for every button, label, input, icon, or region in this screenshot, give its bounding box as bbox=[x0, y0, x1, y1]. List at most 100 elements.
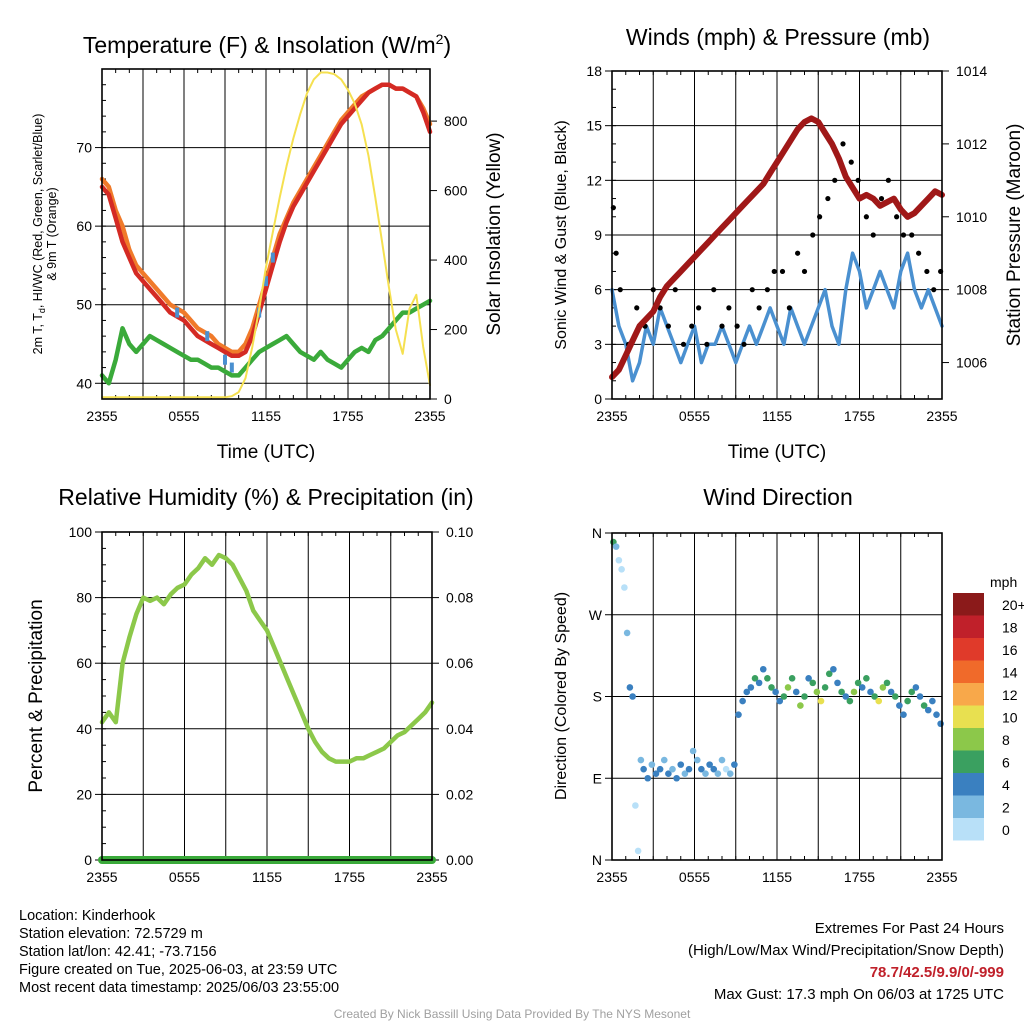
direction-point bbox=[842, 693, 850, 700]
winds-pressure-panel: 2355 0555 1155 1755 235503691215181006100810… bbox=[553, 24, 1024, 463]
y-tick-label: 0 bbox=[84, 852, 92, 868]
direction-point bbox=[784, 684, 792, 691]
direction-point bbox=[904, 697, 911, 705]
title-superscript: 2 bbox=[436, 31, 444, 47]
legend-swatch bbox=[953, 750, 984, 773]
humidity-precipitation-panel: 2355 0555 1155 1755 23550204060801000.000.02… bbox=[26, 484, 474, 885]
direction-point bbox=[809, 679, 817, 687]
direction-point bbox=[710, 765, 718, 773]
hi-wc-mark bbox=[264, 276, 268, 287]
direction-point bbox=[665, 770, 672, 778]
gust-point bbox=[711, 287, 717, 293]
gust-point bbox=[916, 250, 922, 256]
y-right-tick-label: 800 bbox=[444, 113, 468, 129]
y-right-tick-label: 1010 bbox=[956, 209, 987, 225]
gust-point bbox=[924, 268, 930, 275]
gust-point bbox=[931, 287, 937, 293]
direction-point bbox=[813, 688, 821, 696]
y-right-tick-label: 0.02 bbox=[446, 786, 473, 802]
direction-point bbox=[623, 629, 631, 637]
y-right-tick-label: 0.08 bbox=[446, 590, 473, 606]
x-tick-label: 1155 bbox=[251, 408, 281, 424]
x-tick-label: 0555 bbox=[169, 869, 200, 885]
gust-point bbox=[795, 250, 801, 256]
legend-label: 12 bbox=[1002, 687, 1018, 703]
series-line-pressure bbox=[609, 115, 945, 381]
legend-label: 4 bbox=[1002, 777, 1010, 793]
gust-point bbox=[680, 341, 687, 347]
recent-data-timestamp: Most recent data timestamp: 2025/06/03 2… bbox=[19, 980, 340, 996]
chart-title: Wind Direction bbox=[703, 484, 853, 510]
y-tick-label: 6 bbox=[594, 282, 602, 298]
gust-point bbox=[810, 232, 816, 238]
y-tick-label: 18 bbox=[586, 63, 602, 79]
legend-swatch bbox=[953, 593, 984, 616]
y-right-tick-label: 0.06 bbox=[446, 655, 473, 671]
y-right-axis-label: Solar Insolation (Yellow) bbox=[484, 132, 505, 335]
direction-point bbox=[896, 702, 903, 709]
x-tick-label: 1155 bbox=[762, 408, 792, 424]
x-tick-label: 1155 bbox=[252, 869, 282, 885]
legend-swatch bbox=[953, 773, 984, 796]
direction-point bbox=[685, 765, 693, 773]
temperature-insolation-panel: 2355 0555 1155 1755 2355 40 50 60 70 0 200 400 600 80… bbox=[31, 31, 505, 463]
direction-point bbox=[652, 770, 660, 778]
direction-point bbox=[830, 665, 837, 673]
x-tick-label: 2355 bbox=[926, 869, 957, 885]
direction-point bbox=[887, 688, 895, 696]
gust-point bbox=[832, 177, 838, 183]
gust-point bbox=[719, 323, 725, 329]
extremes-subtitle: (High/Low/Max Wind/Precipitation/Snow De… bbox=[688, 942, 1004, 959]
y-tick-label: 60 bbox=[76, 218, 92, 234]
direction-point bbox=[871, 693, 878, 700]
direction-point bbox=[933, 711, 940, 718]
gust-point bbox=[848, 159, 854, 165]
direction-point bbox=[825, 670, 833, 678]
direction-point bbox=[677, 761, 685, 768]
gust-point bbox=[704, 341, 710, 347]
y-right-tick-label: 0.00 bbox=[446, 852, 473, 868]
y-tick-label: 60 bbox=[76, 655, 92, 671]
x-tick-label: 2355 bbox=[86, 408, 117, 424]
chart-title: Temperature (F) & Insolation (W/m2) bbox=[83, 31, 451, 58]
direction-point bbox=[618, 566, 625, 573]
direction-point bbox=[838, 688, 845, 696]
gust-point bbox=[617, 287, 623, 293]
direction-point bbox=[621, 584, 628, 591]
y-tick-label: 0 bbox=[594, 391, 602, 407]
legend-label: 0 bbox=[1002, 822, 1010, 838]
y-axis-label: Direction (Colored By Speed) bbox=[553, 592, 570, 800]
direction-point bbox=[693, 756, 701, 764]
legend-swatch bbox=[953, 705, 984, 728]
direction-point bbox=[702, 770, 709, 778]
gust-point bbox=[749, 287, 755, 293]
direction-point bbox=[764, 675, 771, 682]
legend-label: 8 bbox=[1002, 732, 1010, 748]
gust-point bbox=[672, 287, 678, 293]
x-axis-label: Time (UTC) bbox=[728, 442, 827, 463]
direction-point bbox=[817, 697, 825, 705]
direction-point bbox=[751, 675, 759, 682]
gust-point bbox=[909, 232, 915, 238]
direction-point bbox=[937, 720, 944, 728]
x-tick-label: 1155 bbox=[762, 869, 792, 885]
station-info: Location: Kinderhook Station elevation: … bbox=[19, 907, 339, 997]
gust-point bbox=[665, 323, 671, 329]
y-right-tick-label: 1012 bbox=[956, 136, 987, 152]
gust-point bbox=[689, 323, 695, 329]
y-right-tick-label: 1014 bbox=[956, 63, 987, 79]
y-right-tick-label: 0.10 bbox=[446, 524, 473, 540]
hi-wc-mark bbox=[270, 252, 275, 263]
gust-point bbox=[634, 305, 640, 311]
direction-point bbox=[772, 688, 779, 696]
direction-point bbox=[644, 774, 652, 782]
direction-point bbox=[916, 693, 924, 700]
y-tick-label: N bbox=[592, 852, 602, 868]
ylabel-part: , HI/WC (Red, Green, Scarlet/Blue) bbox=[31, 114, 45, 309]
extremes-info: Extremes For Past 24 Hours (High/Low/Max… bbox=[688, 918, 1004, 1006]
y-tick-label: 80 bbox=[76, 590, 92, 606]
plot-frame bbox=[611, 70, 943, 400]
direction-point bbox=[640, 765, 647, 773]
direction-point bbox=[863, 675, 870, 682]
gust-point bbox=[696, 305, 702, 311]
